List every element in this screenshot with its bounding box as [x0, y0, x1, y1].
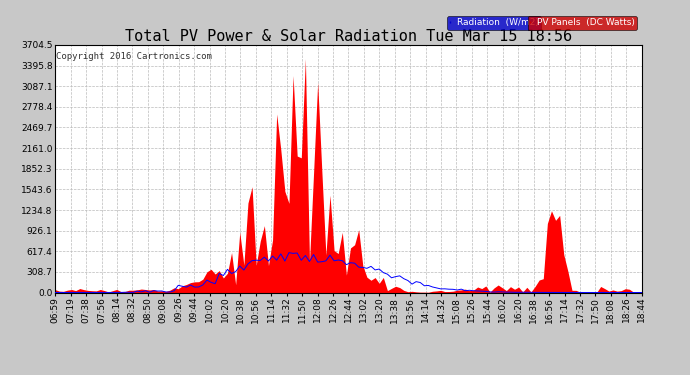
Title: Total PV Power & Solar Radiation Tue Mar 15 18:56: Total PV Power & Solar Radiation Tue Mar… [125, 29, 572, 44]
Legend: PV Panels  (DC Watts): PV Panels (DC Watts) [528, 16, 637, 30]
Text: Copyright 2016 Cartronics.com: Copyright 2016 Cartronics.com [57, 53, 213, 62]
